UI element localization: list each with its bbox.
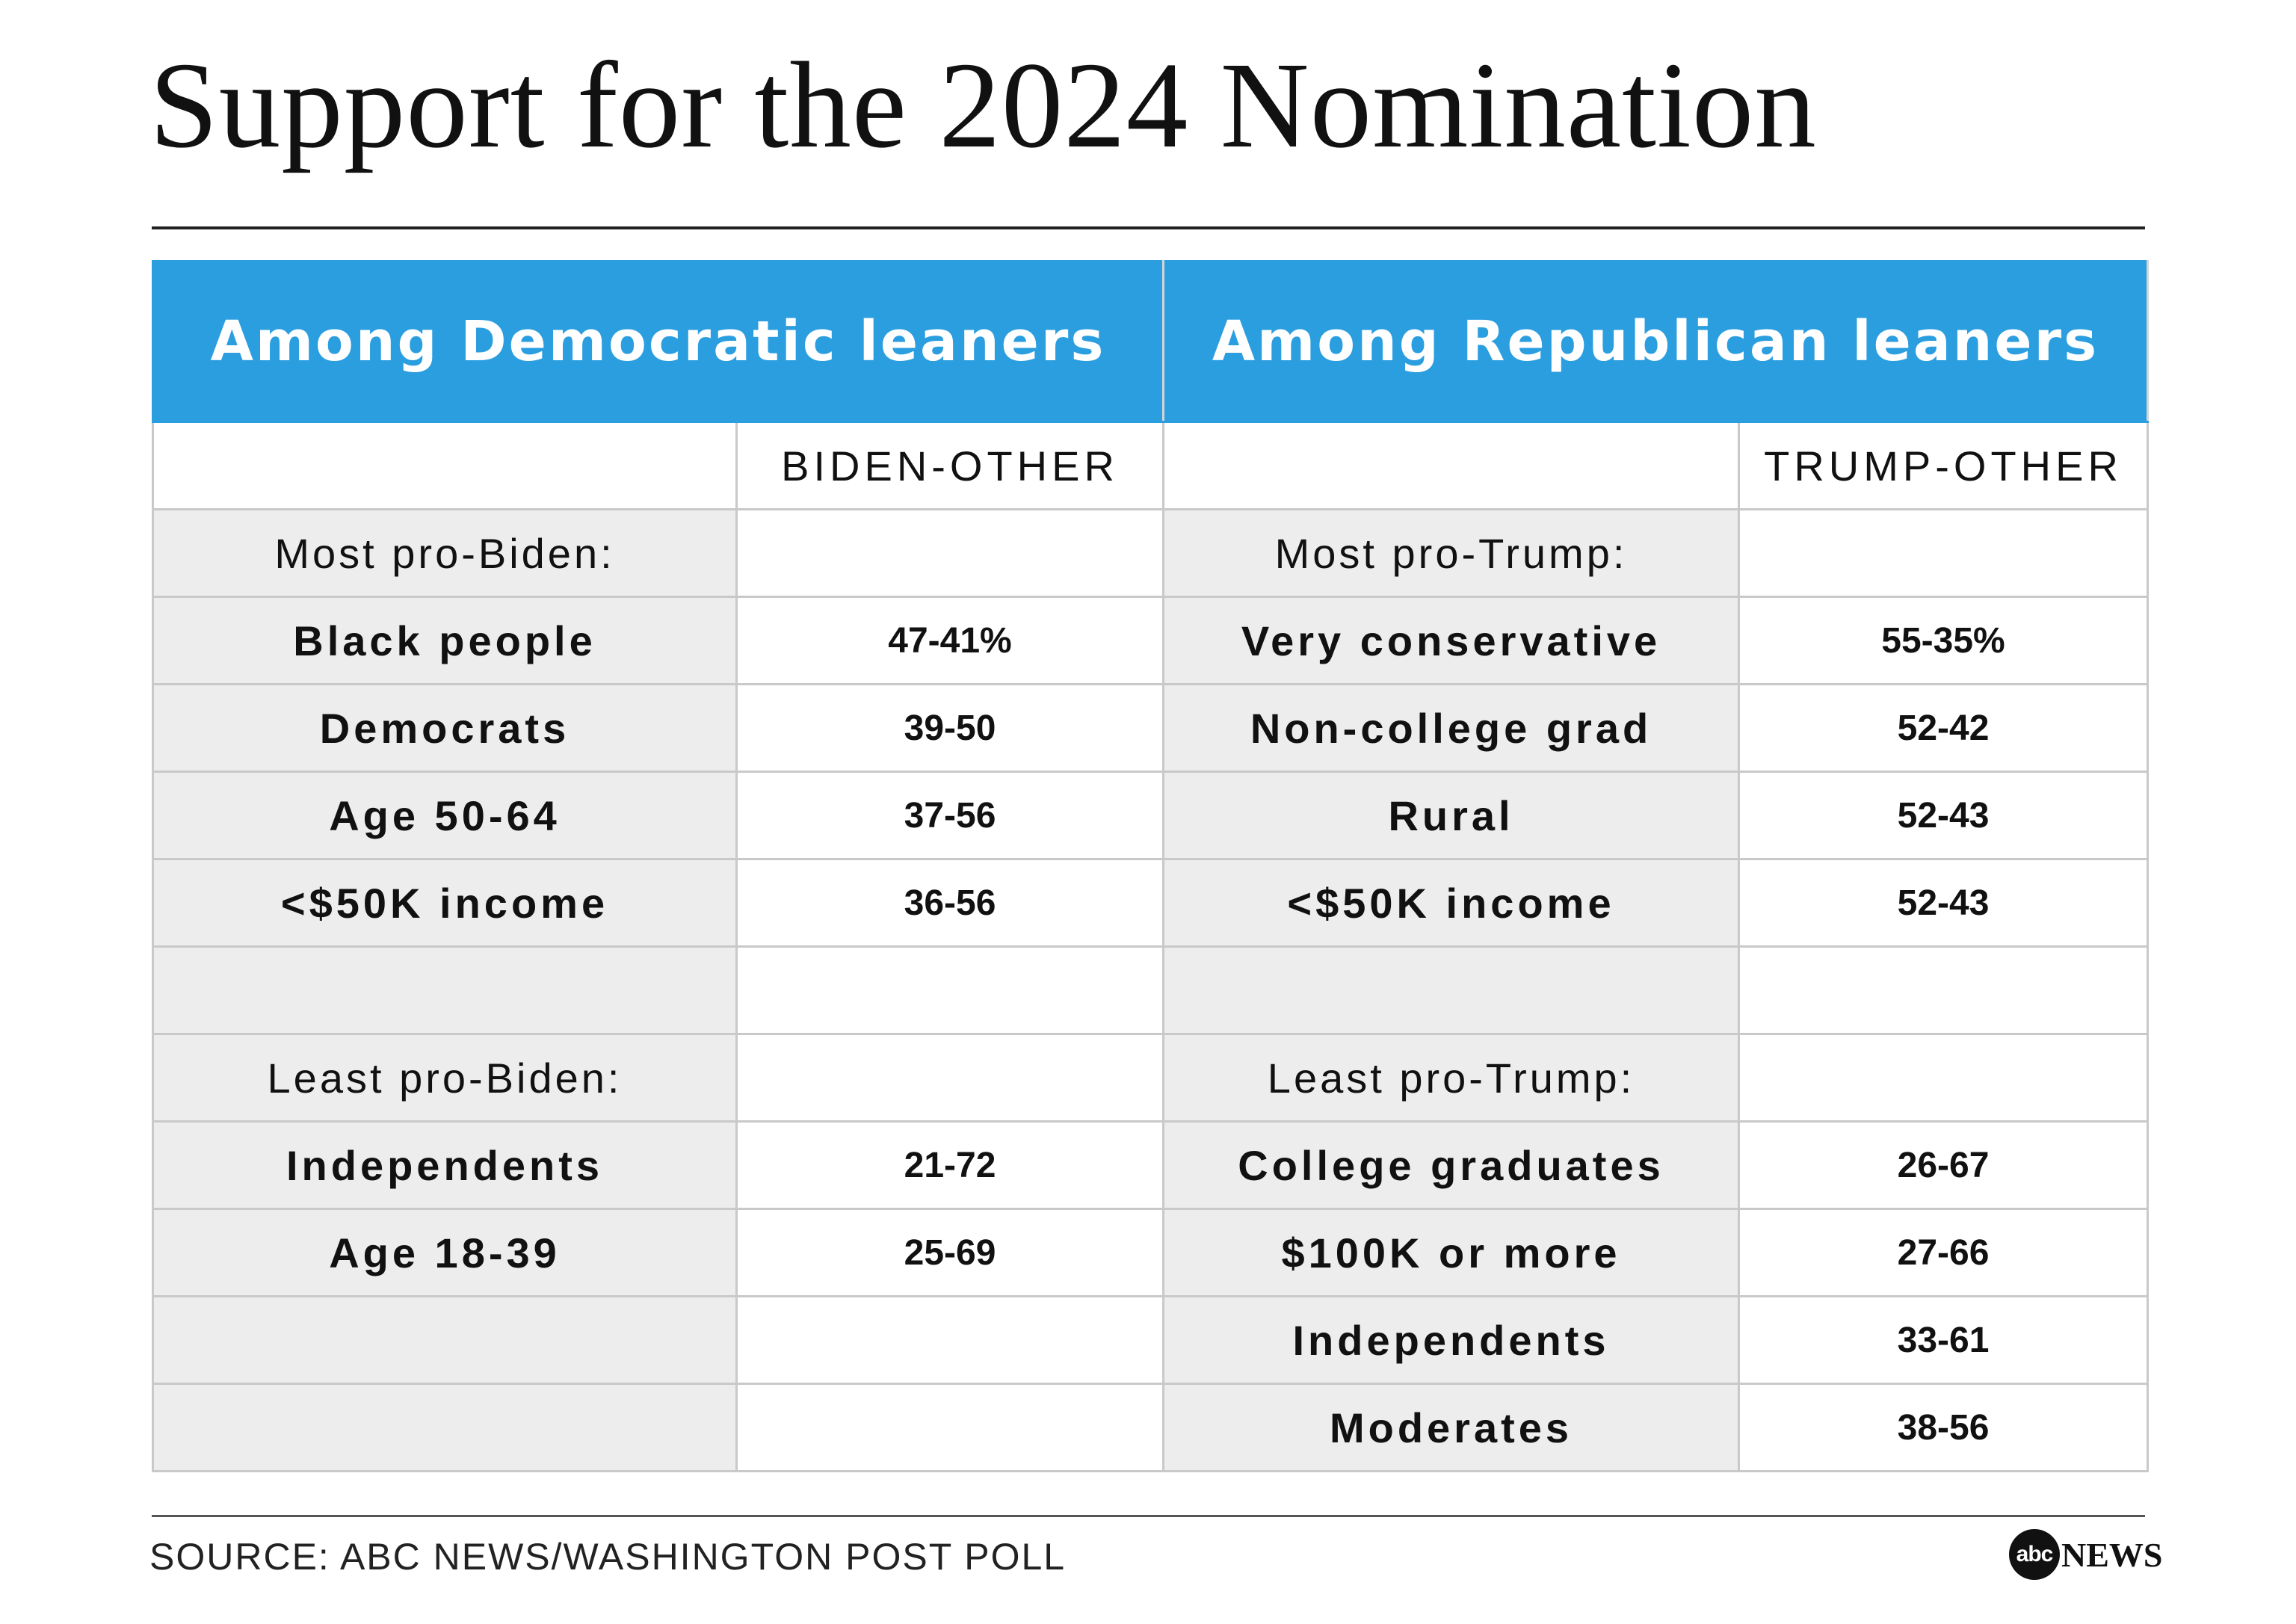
- dem-group-label: Democrats: [152, 683, 738, 773]
- table-body: Among Democratic leaners Among Republica…: [151, 260, 2150, 1472]
- rep-group-label: Least pro-Trump:: [1162, 1033, 1741, 1123]
- table-row: Age 18-39 25-69 $100K or more 27-66: [152, 1208, 2150, 1297]
- biden-other-value: [735, 1383, 1165, 1472]
- table-row: Most pro-Biden: Most pro-Trump:: [152, 508, 2150, 598]
- biden-other-value: 36-56: [735, 858, 1165, 948]
- table-row: Independents 21-72 College graduates 26-67: [152, 1120, 2150, 1210]
- footer-divider: [152, 1515, 2145, 1517]
- dem-group-label: Independents: [152, 1120, 738, 1210]
- biden-other-value: 21-72: [735, 1120, 1165, 1210]
- rep-group-label: Moderates: [1162, 1383, 1741, 1472]
- metric-header-row: BIDEN-OTHER TRUMP-OTHER: [152, 421, 2150, 510]
- trump-other-value: [1738, 508, 2150, 598]
- biden-other-value: 39-50: [735, 683, 1165, 773]
- title-divider: [152, 226, 2145, 229]
- table-row: <$50K income 36-56 <$50K income 52-43: [152, 858, 2150, 948]
- biden-other-value: 37-56: [735, 771, 1165, 860]
- table-row: [152, 945, 2150, 1035]
- biden-other-header: BIDEN-OTHER: [735, 421, 1165, 510]
- table-row: Democrats 39-50 Non-college grad 52-42: [152, 683, 2150, 773]
- trump-other-value: 38-56: [1738, 1383, 2150, 1472]
- trump-other-value: [1738, 1033, 2150, 1123]
- trump-other-value: 55-35%: [1738, 596, 2150, 685]
- rep-group-label: Non-college grad: [1162, 683, 1741, 773]
- biden-other-value: [735, 1033, 1165, 1123]
- trump-other-value: 27-66: [1738, 1208, 2150, 1297]
- rep-group-label: Independents: [1162, 1295, 1741, 1385]
- source-note: SOURCE: ABC NEWS/WASHINGTON POST POLL: [149, 1536, 1067, 1578]
- trump-other-value: 33-61: [1738, 1295, 2150, 1385]
- dem-group-label: Most pro-Biden:: [152, 508, 738, 598]
- biden-other-value: [735, 945, 1165, 1035]
- table-row: Independents 33-61: [152, 1295, 2150, 1385]
- chart-title: Support for the 2024 Nomination: [149, 37, 1817, 173]
- news-wordmark: NEWS: [2061, 1535, 2163, 1574]
- biden-other-value: [735, 508, 1165, 598]
- dem-group-label: [152, 1295, 738, 1385]
- trump-other-value: 52-43: [1738, 858, 2150, 948]
- trump-other-value: 52-42: [1738, 683, 2150, 773]
- rep-group-label: <$50K income: [1162, 858, 1741, 948]
- republican-group-header: Among Republican leaners: [1162, 260, 2150, 423]
- table-row: Age 50-64 37-56 Rural 52-43: [152, 771, 2150, 860]
- empty-cell: [152, 421, 738, 510]
- rep-group-label: Most pro-Trump:: [1162, 508, 1741, 598]
- table-row: Moderates 38-56: [152, 1383, 2150, 1472]
- table-row: Least pro-Biden: Least pro-Trump:: [152, 1033, 2150, 1123]
- abc-logo-mark: abc: [2009, 1529, 2060, 1580]
- data-table: Among Democratic leaners Among Republica…: [151, 260, 2150, 1472]
- rep-group-label: [1162, 945, 1741, 1035]
- biden-other-value: 25-69: [735, 1208, 1165, 1297]
- rep-group-label: Rural: [1162, 771, 1741, 860]
- table-row: Black people 47-41% Very conservative 55-35…: [152, 596, 2150, 685]
- dem-group-label: <$50K income: [152, 858, 738, 948]
- dem-group-label: Least pro-Biden:: [152, 1033, 738, 1123]
- trump-other-value: 26-67: [1738, 1120, 2150, 1210]
- rep-group-label: Very conservative: [1162, 596, 1741, 685]
- dem-group-label: Age 18-39: [152, 1208, 738, 1297]
- biden-other-value: 47-41%: [735, 596, 1165, 685]
- rep-group-label: $100K or more: [1162, 1208, 1741, 1297]
- biden-other-value: [735, 1295, 1165, 1385]
- dem-group-label: [152, 1383, 738, 1472]
- abc-news-logo: abc NEWS: [2009, 1525, 2162, 1584]
- dem-group-label: Age 50-64: [152, 771, 738, 860]
- trump-other-value: [1738, 945, 2150, 1035]
- empty-cell: [1162, 421, 1741, 510]
- group-header-row: Among Democratic leaners Among Republica…: [151, 260, 2150, 423]
- rep-group-label: College graduates: [1162, 1120, 1741, 1210]
- democratic-group-header: Among Democratic leaners: [151, 260, 1165, 423]
- trump-other-value: 52-43: [1738, 771, 2150, 860]
- dem-group-label: [152, 945, 738, 1035]
- trump-other-header: TRUMP-OTHER: [1738, 421, 2150, 510]
- dem-group-label: Black people: [152, 596, 738, 685]
